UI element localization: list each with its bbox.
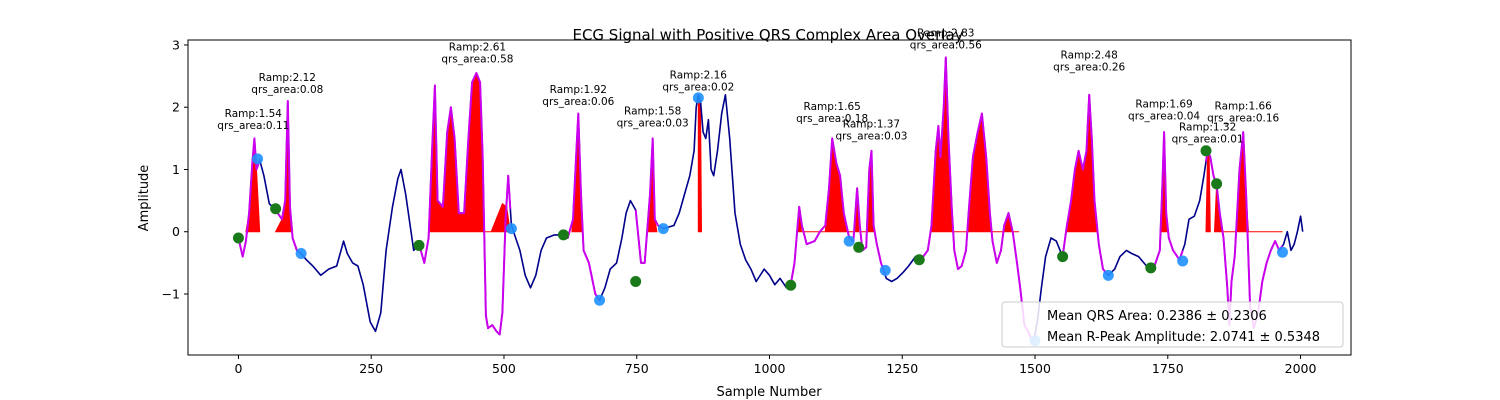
qrs-area-fill-5: [697, 96, 703, 233]
x-axis-label: Sample Number: [716, 385, 822, 400]
ramp-annotation-7: Ramp:1.37: [843, 118, 900, 130]
legend-entry-qrs-area: Mean QRS Area: 0.2386 ± 0.2306: [1047, 309, 1267, 324]
qrs-onset-marker-9: [1145, 262, 1157, 274]
chart-title: ECG Signal with Positive QRS Complex Are…: [572, 26, 963, 44]
qrs-segment-0: [237, 137, 261, 258]
qrs-segment-5: [789, 137, 887, 285]
qrs-area-annotation-11: qrs_area:0.01: [1172, 134, 1244, 146]
qrs-area-annotation-1: qrs_area:0.08: [251, 84, 323, 96]
ramp-annotation-4: Ramp:1.58: [624, 105, 681, 117]
qrs-offset-marker-2: [505, 223, 517, 235]
axis-ticks: 0 250 500 750 1000 1250 1500 1750 2000 −1 0 1 2 3: [162, 37, 1317, 376]
ramp-annotation-5: Ramp:2.16: [670, 69, 728, 81]
y-axis-label: Amplitude: [137, 165, 152, 232]
qrs-onset-marker-10: [1200, 145, 1212, 157]
x-tick-label-0: 0: [234, 361, 242, 376]
qrs-area-annotation-6: qrs_area:0.18: [796, 113, 868, 125]
qrs-onset-marker-8: [1057, 251, 1069, 263]
x-tick-label-2: 500: [492, 361, 516, 376]
qrs-area-annotation-7: qrs_area:0.03: [835, 130, 907, 142]
x-tick-label-7: 1750: [1152, 361, 1184, 376]
legend-entry-r-peak: Mean R-Peak Amplitude: 2.0741 ± 0.5348: [1047, 330, 1320, 345]
qrs-area-annotation-8: qrs_area:0.56: [910, 40, 982, 52]
qrs-offset-marker-5: [692, 92, 704, 104]
qrs-segment-6: [918, 56, 1036, 342]
qrs-offset-marker-11: [1276, 246, 1288, 258]
qrs-area-fill-2: [429, 71, 511, 233]
qrs-area-fill-10: [1205, 150, 1211, 233]
plot-area: [232, 56, 1304, 347]
ramp-annotation-2: Ramp:2.61: [449, 41, 506, 53]
qrs-offset-marker-3: [594, 294, 606, 306]
plot-content: [232, 56, 1304, 347]
qrs-offset-marker-0: [252, 153, 264, 165]
qrs-segment-2: [418, 72, 512, 336]
qrs-segment-7: [1061, 93, 1110, 276]
annotations: Ramp:1.54qrs_area:0.11Ramp:2.12qrs_area:…: [217, 28, 1279, 146]
qrs-onset-marker-4: [630, 276, 642, 288]
qrs-segment-4: [634, 137, 664, 264]
qrs-area-fill-11: [1213, 132, 1283, 233]
ramp-annotation-0: Ramp:1.54: [225, 108, 283, 120]
qrs-onset-marker-0: [232, 232, 244, 244]
qrs-offset-marker-1: [295, 248, 307, 260]
y-tick-label-4: 3: [172, 37, 180, 52]
qrs-area-annotation-12: qrs_area:0.16: [1207, 112, 1279, 124]
ramp-annotation-3: Ramp:1.92: [550, 84, 607, 96]
qrs-area-annotation-5: qrs_area:0.02: [662, 81, 734, 93]
x-tick-label-3: 750: [625, 361, 649, 376]
ramp-annotation-1: Ramp:2.12: [259, 72, 316, 84]
qrs-area-annotation-9: qrs_area:0.26: [1053, 61, 1125, 73]
ramp-annotation-10: Ramp:1.69: [1135, 99, 1192, 111]
qrs-onset-marker-5: [785, 279, 797, 291]
x-tick-label-1: 250: [359, 361, 383, 376]
ramp-annotation-11: Ramp:1.32: [1179, 122, 1236, 134]
qrs-offset-marker-10: [1177, 255, 1189, 267]
qrs-offset-marker-6: [843, 235, 855, 247]
qrs-segment-8: [1150, 131, 1184, 270]
qrs-segment-3: [563, 112, 601, 301]
y-tick-label-0: −1: [162, 286, 180, 301]
qrs-offset-marker-7: [879, 264, 891, 276]
qrs-offset-marker-4: [657, 223, 669, 235]
qrs-area-annotation-3: qrs_area:0.06: [542, 96, 614, 108]
x-tick-label-6: 1500: [1019, 361, 1051, 376]
ramp-annotation-6: Ramp:1.65: [804, 101, 861, 113]
legend-box: [1001, 301, 1344, 348]
ramp-annotation-12: Ramp:1.66: [1215, 100, 1273, 112]
qrs-onset-marker-2: [413, 239, 425, 251]
qrs-segment-1: [274, 100, 302, 255]
x-tick-label-5: 1250: [886, 361, 918, 376]
x-tick-label-8: 2000: [1285, 361, 1317, 376]
ramp-annotation-9: Ramp:2.48: [1061, 49, 1118, 61]
ramp-annotation-8: Ramp:2.83: [917, 28, 974, 40]
y-tick-label-1: 0: [172, 224, 180, 239]
qrs-offset-marker-9: [1102, 269, 1114, 281]
qrs-onset-marker-3: [557, 229, 569, 241]
y-tick-label-2: 1: [172, 162, 180, 177]
qrs-onset-marker-1: [270, 203, 282, 215]
legend: Mean QRS Area: 0.2386 ± 0.2306 Mean R-Pe…: [1001, 301, 1344, 348]
qrs-onset-marker-7: [913, 254, 925, 266]
y-tick-label-3: 2: [172, 100, 180, 115]
qrs-area-annotation-4: qrs_area:0.03: [617, 117, 689, 129]
qrs-onset-marker-6: [853, 241, 865, 253]
x-tick-label-4: 1000: [754, 361, 786, 376]
qrs-onset-marker-11: [1211, 178, 1223, 190]
qrs-area-annotation-2: qrs_area:0.58: [441, 53, 513, 65]
qrs-area-annotation-10: qrs_area:0.04: [1128, 111, 1200, 123]
qrs-area-annotation-0: qrs_area:0.11: [217, 120, 289, 132]
